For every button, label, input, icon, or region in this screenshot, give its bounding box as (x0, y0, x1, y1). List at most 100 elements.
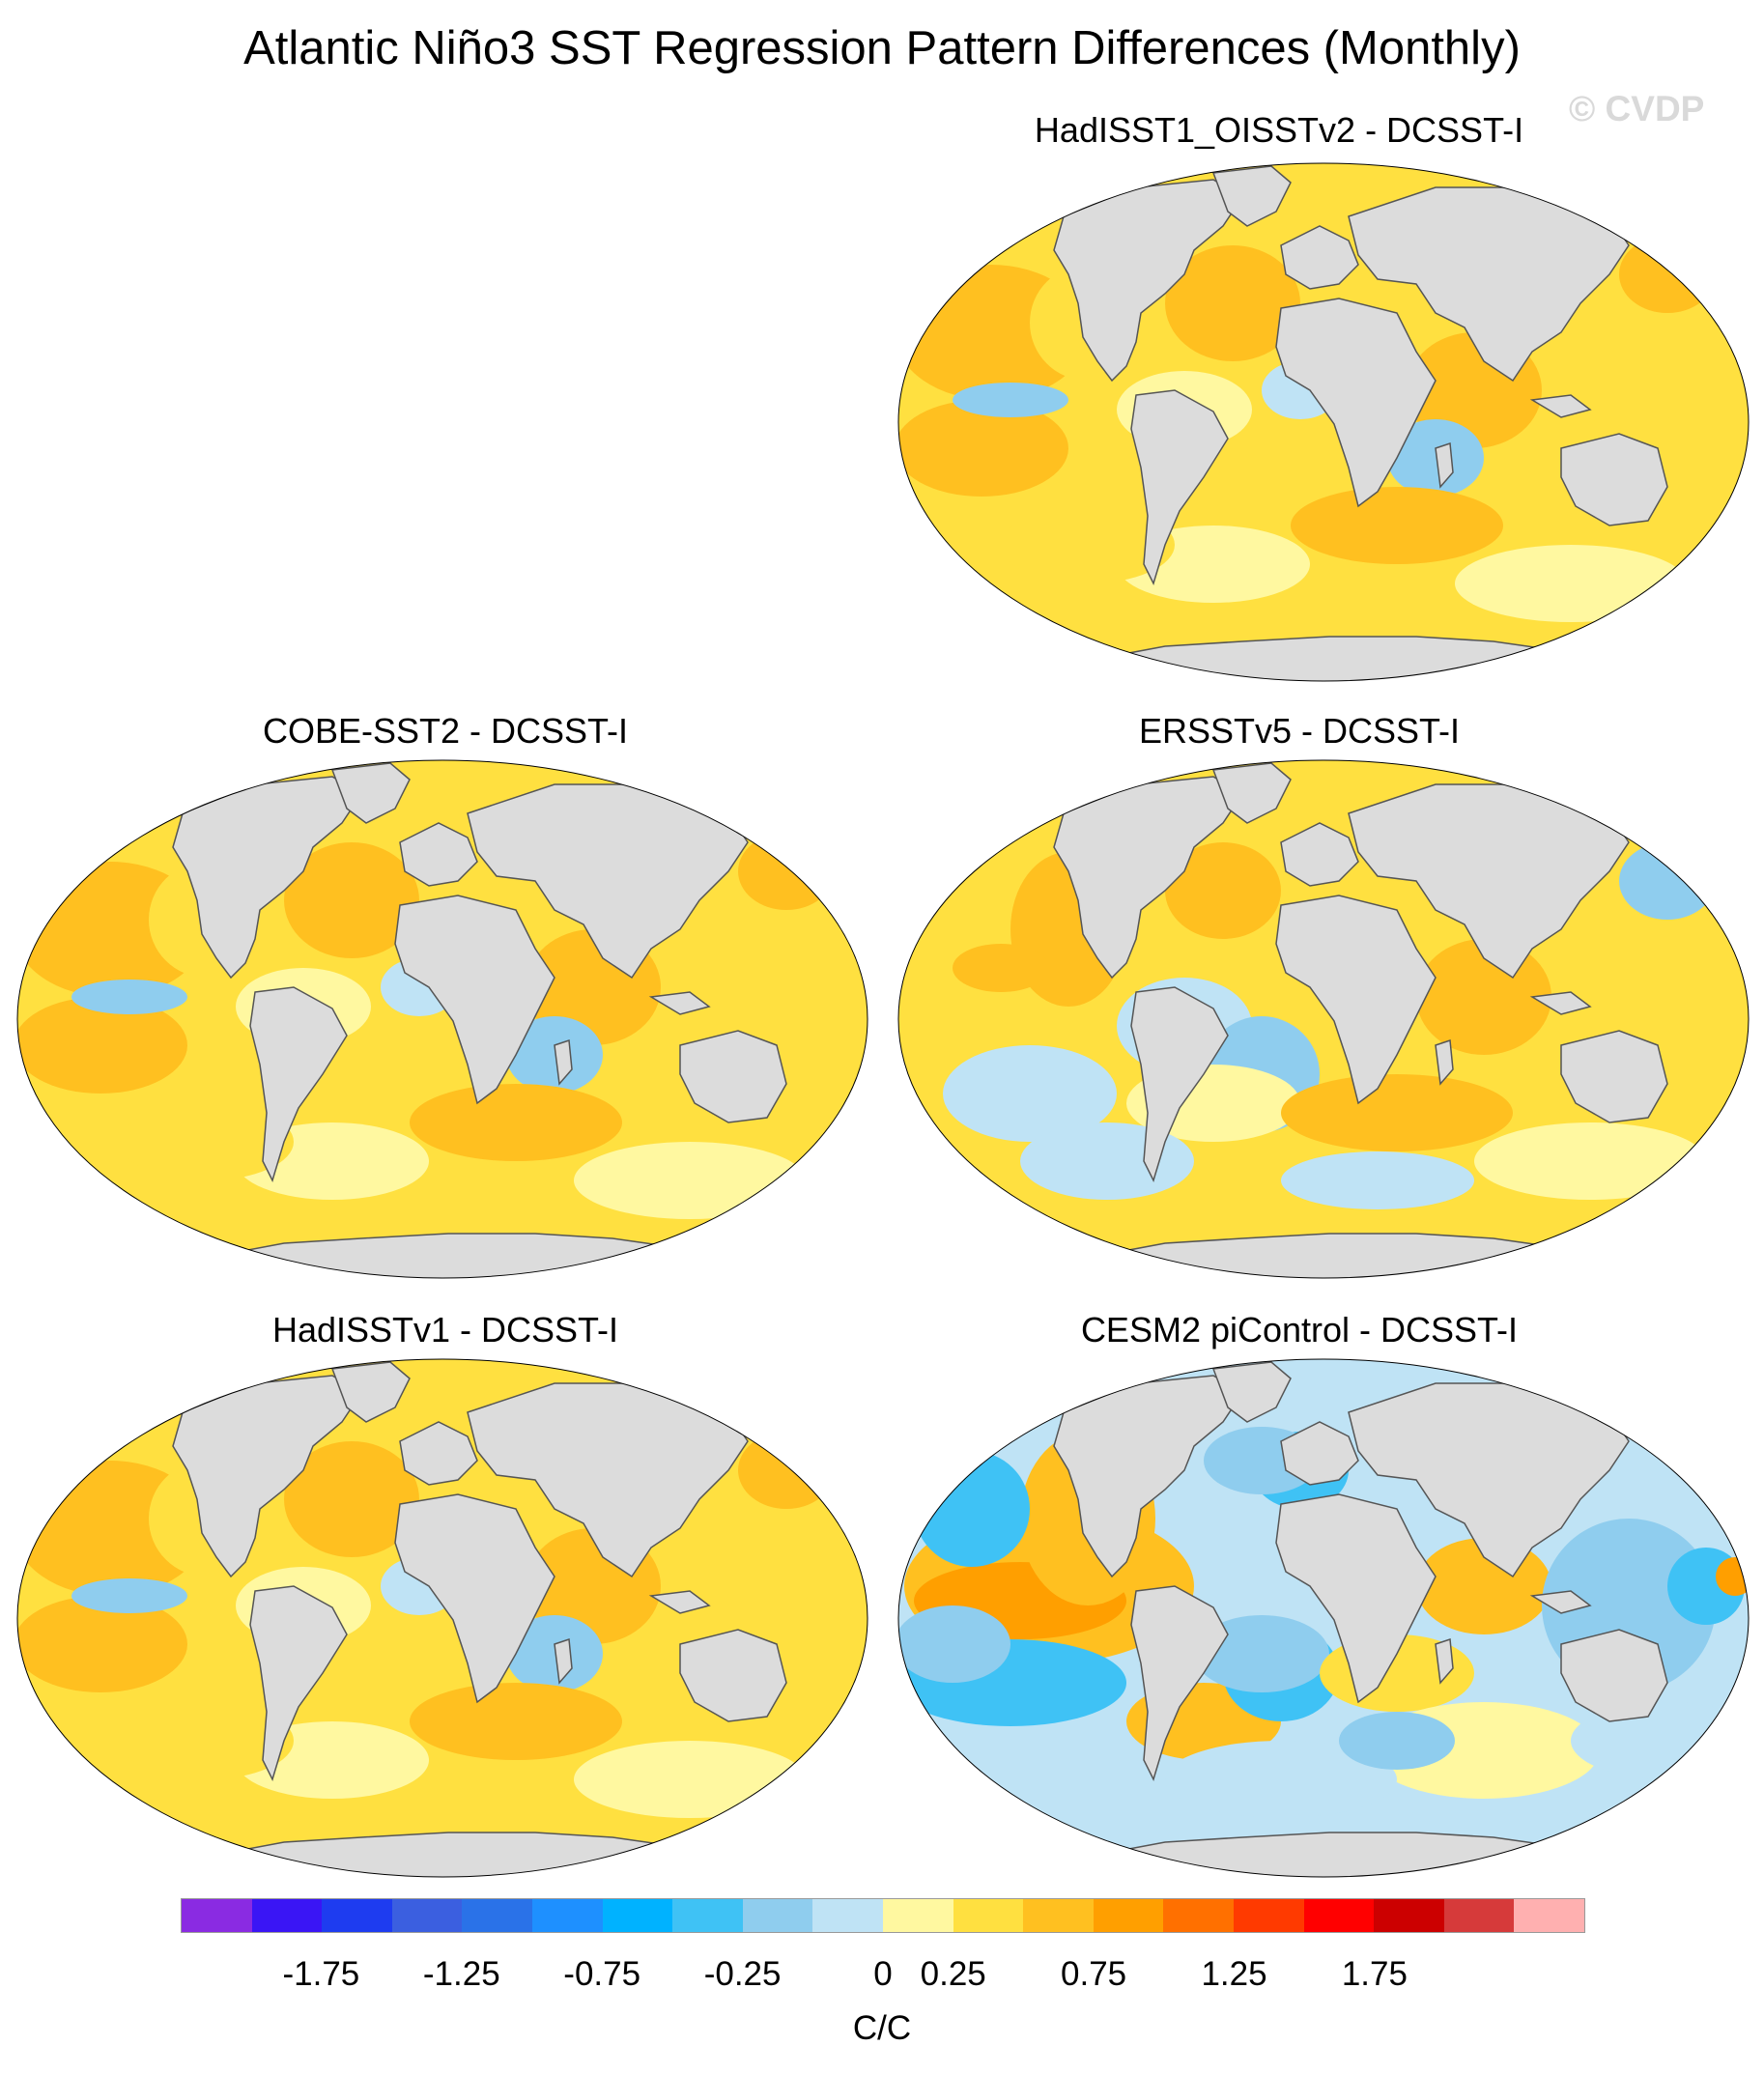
map-border (897, 1358, 1750, 1878)
continent (1529, 991, 1592, 1015)
sst-anomaly-region (71, 980, 187, 1014)
sst-anomaly-region (1281, 1074, 1513, 1151)
map-border (897, 162, 1750, 682)
colorbar-tick-label: -1.75 (282, 1955, 360, 1993)
colorbar-swatch (391, 1899, 463, 1932)
continent (1130, 986, 1229, 1183)
continent (399, 822, 478, 887)
sst-anomaly-region (1619, 842, 1716, 920)
sst-anomaly-region (1165, 842, 1281, 939)
watermark: © CVDP (1569, 89, 1705, 128)
sst-anomaly-region (1165, 245, 1300, 361)
colorbar-swatch (742, 1899, 813, 1932)
continent (679, 1030, 787, 1123)
colorbar-tick-label: 1.75 (1341, 1955, 1408, 1993)
sst-anomaly-region (738, 833, 835, 910)
sst-anomaly-region (1339, 1712, 1455, 1770)
sst-anomaly-region (17, 997, 187, 1094)
continent (330, 1361, 411, 1423)
continent (679, 1629, 787, 1722)
map-panel-1 (897, 162, 1750, 682)
panel-label-3: ERSSTv5 - DCSST-I (1138, 711, 1461, 751)
sst-anomaly-region (1387, 419, 1484, 497)
continent (1435, 1038, 1454, 1086)
colorbar-swatch (322, 1899, 392, 1932)
map-panel-4 (16, 1358, 868, 1878)
continent (1529, 394, 1592, 418)
continent (554, 1038, 573, 1086)
colorbar-tick-label: 0 (873, 1955, 893, 1993)
sst-anomaly-region (1455, 545, 1687, 622)
colorbar-swatch (1514, 1899, 1584, 1932)
continent (1560, 433, 1668, 526)
continent (1280, 1421, 1359, 1486)
continent (399, 1421, 478, 1486)
continent (1560, 1030, 1668, 1123)
colorbar-unit-label: C/C (852, 2009, 912, 2047)
colorbar-swatch (1233, 1899, 1304, 1932)
sst-anomaly-region (1165, 1741, 1397, 1818)
colorbar-tick-label: -1.25 (422, 1955, 500, 1993)
continent (1275, 1493, 1437, 1704)
colorbar-swatch (1374, 1899, 1444, 1932)
sst-anomaly-region (506, 1615, 603, 1692)
sst-anomaly-region (898, 400, 1068, 497)
colorbar-swatch (953, 1899, 1024, 1932)
colorbar-swatch (672, 1899, 743, 1932)
panel-label-2: COBE-SST2 - DCSST-I (262, 711, 629, 751)
continent (1280, 225, 1359, 290)
continent (1211, 165, 1292, 227)
sst-anomaly-region (1474, 1122, 1706, 1200)
colorbar-swatch (1023, 1899, 1094, 1932)
colorbar-swatch (1163, 1899, 1234, 1932)
sst-anomaly-region (953, 944, 1049, 992)
sst-anomaly-region (284, 842, 419, 958)
panel-label-1: HadISST1_OISSTv2 - DCSST-I (1034, 110, 1524, 150)
continent (394, 1493, 555, 1704)
colorbar-swatch (1443, 1899, 1515, 1932)
colorbar-swatch (531, 1899, 603, 1932)
sst-anomaly-region (953, 383, 1068, 417)
colorbar-swatch (251, 1899, 323, 1932)
sst-anomaly-region (914, 1451, 1030, 1567)
colorbar-tick-label: 0.25 (920, 1955, 986, 1993)
continent (1560, 1629, 1668, 1722)
figure-title: Atlantic Niño3 SST Regression Pattern Di… (243, 22, 1521, 74)
continent (249, 986, 348, 1183)
colorbar-tick-label: 0.75 (1061, 1955, 1127, 1993)
colorbar-tick-label: -0.75 (563, 1955, 641, 1993)
sst-anomaly-region (943, 1045, 1117, 1142)
continent (330, 762, 411, 824)
sst-anomaly-region (1281, 1151, 1474, 1209)
continent (1275, 298, 1437, 508)
colorbar-swatch (812, 1899, 883, 1932)
colorbar-swatch (462, 1899, 532, 1932)
sst-anomaly-region (574, 1142, 806, 1219)
panel-label-4: HadISSTv1 - DCSST-I (271, 1310, 619, 1350)
sst-anomaly-region (1001, 506, 1175, 583)
sst-anomaly-region (1291, 487, 1503, 564)
sst-anomaly-region (574, 1741, 806, 1818)
continent (1211, 1361, 1292, 1423)
colorbar-swatch (1093, 1899, 1164, 1932)
continent (648, 1590, 711, 1614)
colorbar-swatch (882, 1899, 953, 1932)
sst-anomaly-region (738, 1432, 835, 1509)
sst-anomaly-region (506, 1016, 603, 1094)
continent (1130, 1585, 1229, 1782)
continent (1211, 762, 1292, 824)
map-border (16, 759, 868, 1279)
sst-anomaly-region (1619, 236, 1716, 313)
map-border (897, 759, 1750, 1279)
sst-anomaly-region (120, 1702, 294, 1779)
colorbar (181, 1898, 1585, 1933)
sst-anomaly-region (1551, 900, 1706, 1036)
sst-anomaly-region (17, 1596, 187, 1692)
map-panel-5 (897, 1358, 1750, 1878)
continent (1529, 1590, 1592, 1614)
colorbar-tick-label: -0.25 (703, 1955, 782, 1993)
colorbar-swatch (1303, 1899, 1375, 1932)
continent (554, 1637, 573, 1685)
continent (1435, 441, 1454, 489)
continent (249, 1585, 348, 1782)
